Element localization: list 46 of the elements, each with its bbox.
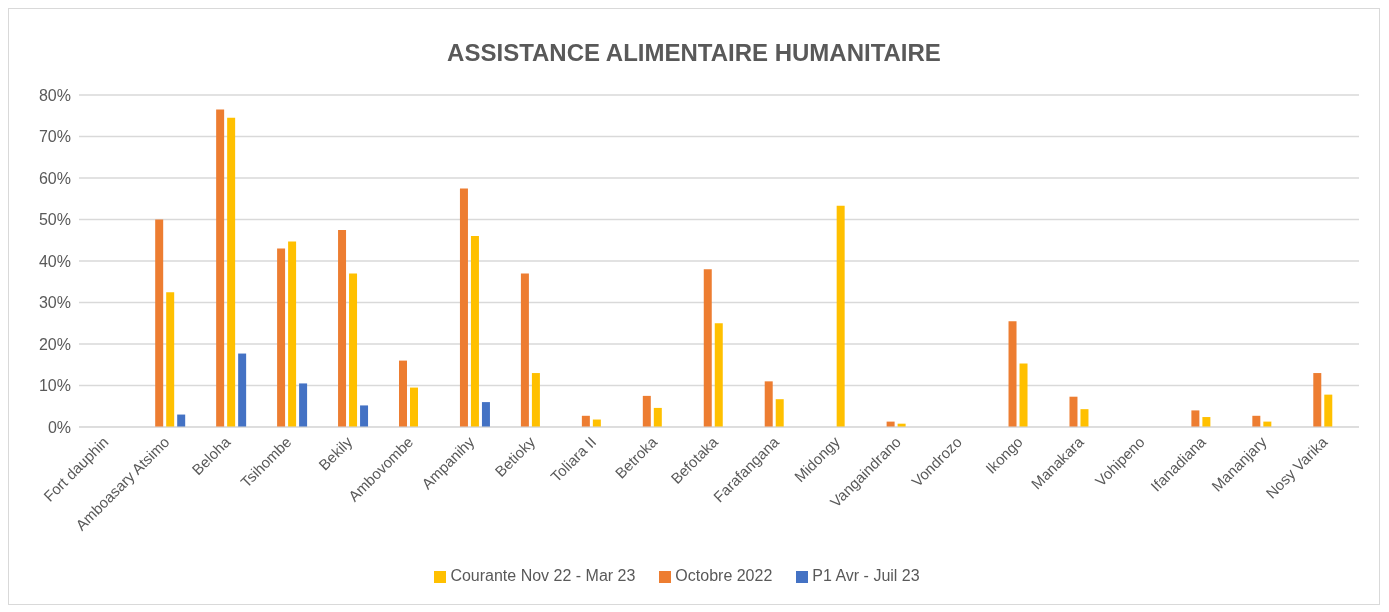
- y-tick-label: 70%: [38, 128, 71, 146]
- bar: [216, 109, 225, 427]
- bar: [470, 236, 479, 427]
- bar: [1324, 394, 1333, 427]
- y-tick-label: 80%: [38, 86, 71, 104]
- y-tick-label: 50%: [38, 211, 71, 229]
- y-tick-label: 0%: [47, 418, 71, 436]
- legend-label: P1 Avr - Juil 23: [812, 567, 920, 584]
- bar: [836, 205, 845, 427]
- bar: [653, 407, 662, 427]
- bar: [227, 117, 236, 427]
- bar: [1080, 409, 1089, 427]
- bar: [775, 399, 784, 427]
- y-tick-label: 10%: [38, 377, 71, 395]
- y-tick-label: 30%: [38, 294, 71, 312]
- bar: [1008, 321, 1017, 427]
- bar: [1191, 410, 1200, 427]
- bar: [288, 241, 297, 427]
- bar: [166, 292, 175, 427]
- y-tick-label: 20%: [38, 335, 71, 353]
- legend-label: Octobre 2022: [675, 567, 773, 584]
- bar: [703, 269, 712, 427]
- bar: [299, 383, 308, 427]
- bar: [520, 273, 529, 427]
- y-tick-label: 60%: [38, 169, 71, 187]
- bar: [1019, 363, 1028, 427]
- bar: [399, 360, 407, 427]
- bar: [714, 323, 723, 427]
- bar: [155, 219, 164, 427]
- chart-title: ASSISTANCE ALIMENTAIRE HUMANITAIRE: [446, 39, 942, 68]
- bar: [238, 353, 247, 427]
- bar: [338, 229, 347, 427]
- bar: [531, 373, 540, 427]
- bar: [764, 381, 773, 427]
- y-tick-label: 40%: [38, 252, 71, 270]
- bar: [360, 405, 369, 427]
- bar: [1313, 373, 1322, 427]
- bar: [1202, 417, 1211, 427]
- bar: [459, 188, 468, 427]
- bar: [642, 395, 651, 427]
- bar: [349, 273, 358, 427]
- bar: [1069, 396, 1078, 427]
- bar: [481, 402, 490, 427]
- bar: [410, 387, 418, 427]
- legend-label: Courante Nov 22 - Mar 23: [450, 567, 636, 584]
- bar: [277, 248, 286, 427]
